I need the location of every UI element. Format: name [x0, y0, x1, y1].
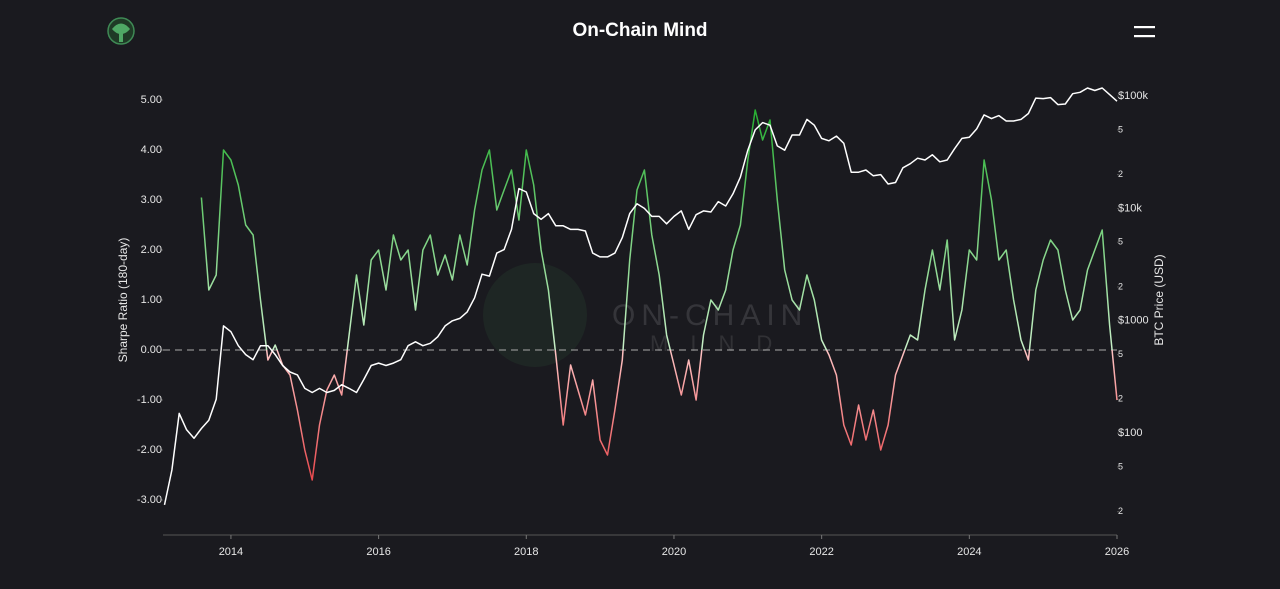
- price-line: [163, 87, 1118, 506]
- y2-axis-label: BTC Price (USD): [1152, 254, 1166, 345]
- y-tick-label: 4.00: [141, 144, 162, 156]
- y-tick-label: 0.00: [141, 344, 162, 356]
- y-tick-label: -2.00: [137, 444, 162, 456]
- y-tick-label: 2.00: [141, 244, 162, 256]
- watermark: ON-CHAIN MIND: [483, 263, 802, 367]
- y-axis-label: Sharpe Ratio (180-day): [116, 238, 130, 363]
- logo-stem: [119, 33, 123, 42]
- watermark-logo: [483, 263, 587, 367]
- x-tick-label: 2020: [662, 546, 686, 558]
- y2-tick-label: 5: [1118, 124, 1123, 134]
- y-tick-label: -1.00: [137, 394, 162, 406]
- y2-tick-label: $100: [1118, 427, 1142, 439]
- y2-tick-label: 2: [1118, 394, 1123, 404]
- menu-bar: [1134, 26, 1155, 29]
- y-tick-label: -3.00: [137, 494, 162, 506]
- y2-tick-label: 5: [1118, 349, 1123, 359]
- y-tick-label: 5.00: [141, 94, 162, 106]
- page-title: On-Chain Mind: [572, 20, 707, 41]
- x-tick-label: 2016: [366, 546, 390, 558]
- x-tick-label: 2022: [809, 546, 833, 558]
- y-tick-label: 3.00: [141, 194, 162, 206]
- menu-button[interactable]: [1134, 26, 1155, 38]
- x-tick-label: 2014: [219, 546, 243, 558]
- y-tick-label: 1.00: [141, 294, 162, 306]
- menu-bar: [1134, 35, 1155, 38]
- watermark-text: MIND: [650, 331, 794, 356]
- logo-shape: [112, 23, 130, 34]
- sharpe-line: [200, 109, 1118, 481]
- y2-tick-label: $10k: [1118, 202, 1142, 214]
- y2-tick-label: $100k: [1118, 90, 1148, 102]
- y2-tick-label: 5: [1118, 237, 1123, 247]
- y2-tick-label: 5: [1118, 461, 1123, 471]
- logo[interactable]: [107, 17, 135, 45]
- x-tick-label: 2024: [957, 546, 981, 558]
- x-tick-label: 2026: [1105, 546, 1129, 558]
- y2-tick-label: 2: [1118, 169, 1123, 179]
- y2-tick-label: 2: [1118, 506, 1123, 516]
- y2-tick-label: 2: [1118, 281, 1123, 291]
- x-tick-label: 2018: [514, 546, 538, 558]
- y2-tick-label: $1000: [1118, 315, 1149, 327]
